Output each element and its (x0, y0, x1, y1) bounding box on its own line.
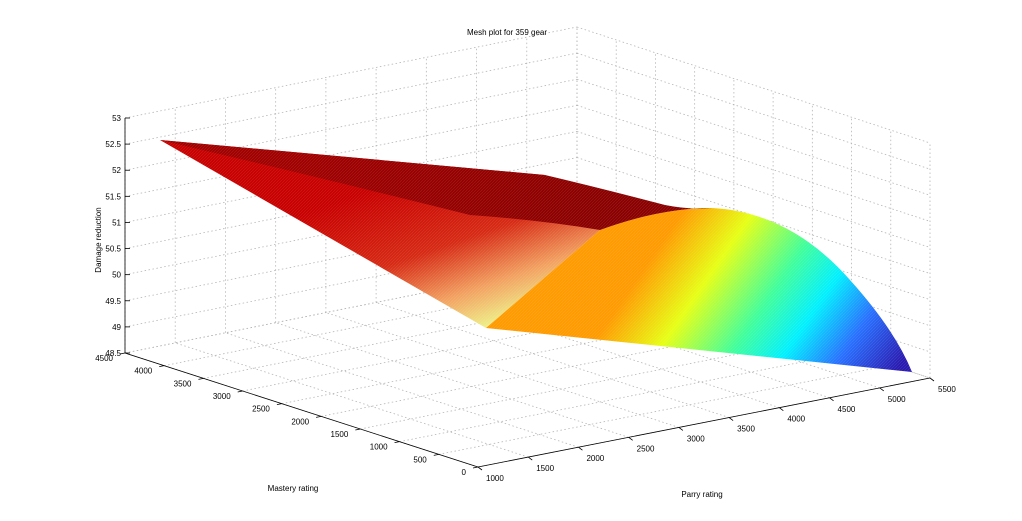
grid-line (399, 351, 852, 443)
y-tick-label: 3000 (213, 392, 231, 401)
x-tick (779, 407, 784, 411)
y-tick (237, 390, 243, 393)
y-axis-ticks: 0 500 1000 1500 2000 2500 3000 3500 4000 4500 (95, 352, 479, 477)
y-tick (433, 453, 439, 456)
grid-line (375, 302, 730, 418)
y-tick-label: 4000 (134, 367, 152, 376)
y-tick-label: 2000 (291, 417, 309, 426)
x-tick-label: 3000 (687, 434, 705, 443)
x-tick-label: 1000 (486, 474, 504, 483)
x-axis-label: Parry rating (681, 490, 722, 499)
z-tick-label: 51 (112, 218, 121, 227)
y-tick (472, 466, 479, 469)
y-tick (316, 415, 322, 418)
z-tick-label: 52.5 (105, 140, 121, 149)
grid-line (175, 342, 529, 458)
x-tick (477, 466, 483, 471)
x-tick-label: 5500 (938, 385, 956, 394)
x-tick (678, 427, 684, 431)
x-tick-label: 2500 (637, 444, 655, 453)
y-tick (119, 352, 126, 355)
axes-frame (124, 118, 931, 468)
z-tick-label: 50 (112, 271, 121, 280)
surface-mesh-texture (160, 140, 912, 372)
surface-mesh (160, 140, 912, 372)
z-tick-label: 50.5 (105, 245, 121, 254)
y-tick (159, 365, 165, 368)
y-tick (355, 428, 361, 431)
z-tick-label: 48.5 (105, 349, 121, 358)
x-tick (929, 377, 935, 382)
y-tick (394, 441, 400, 444)
grid-line (576, 78, 931, 196)
z-axis-ticks: 48.5 49 49.5 50 50.5 51 51.5 52 52.5 53 (105, 114, 130, 358)
z-tick-label: 52 (112, 166, 121, 175)
y-tick-label: 1000 (370, 443, 388, 452)
grid-line (275, 322, 629, 438)
y-tick-label: 3500 (174, 379, 192, 388)
chart-title: Mesh plot for 359 gear (467, 28, 547, 37)
x-tick (578, 446, 583, 451)
x-tick-label: 1500 (536, 464, 554, 473)
grid-line (225, 332, 579, 448)
back-wall-grid (124, 26, 931, 379)
x-axis-ticks: 1000 1500 2000 2500 3000 3500 4000 4500 5000 5500 (477, 377, 956, 483)
y-tick-label: 1500 (331, 430, 349, 439)
grid-line (124, 26, 578, 119)
y-tick-label: 4500 (95, 354, 113, 363)
y-tick-label: 500 (413, 455, 427, 464)
grid-line (124, 104, 578, 197)
z-axis-label: Damage reduction (94, 207, 103, 272)
z-tick-label: 53 (112, 114, 121, 123)
z-tick-label: 49 (112, 323, 121, 332)
x-tick-label: 4500 (838, 405, 856, 414)
grid-line (325, 312, 680, 428)
x-tick-label: 4000 (787, 415, 805, 424)
grid-line (124, 52, 578, 145)
z-tick-label: 49.5 (105, 297, 121, 306)
x-tick (879, 387, 885, 392)
grid-line (576, 26, 931, 144)
grid-line (360, 338, 813, 430)
x-tick (527, 456, 533, 461)
y-tick-label: 2500 (252, 405, 270, 414)
y-tick-label: 0 (462, 468, 467, 477)
y-tick (198, 377, 204, 380)
x-tick-label: 3500 (737, 425, 755, 434)
x-tick (628, 437, 633, 441)
x-tick-label: 5000 (888, 395, 906, 404)
y-tick (276, 403, 282, 406)
grid-line (576, 52, 931, 170)
y-axis-label: Mastery rating (268, 484, 319, 493)
z-tick-label: 51.5 (105, 192, 121, 201)
grid-line (438, 364, 891, 455)
x-tick-label: 2000 (586, 454, 604, 463)
x-tick (728, 417, 734, 421)
grid-line (124, 131, 578, 223)
x-tick (829, 397, 834, 402)
